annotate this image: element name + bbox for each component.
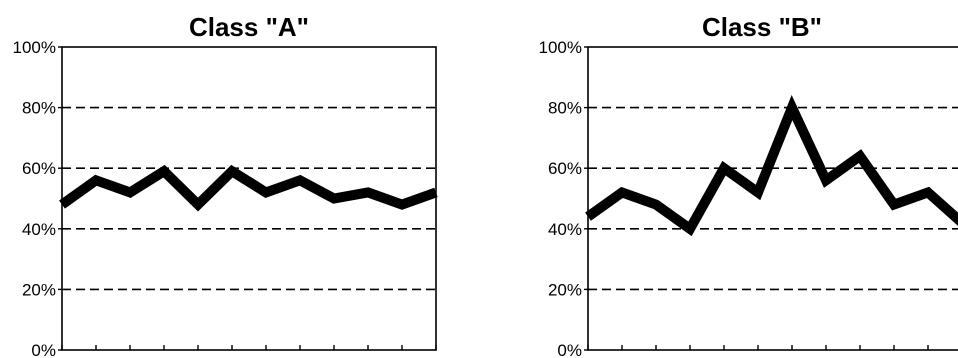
data-point (621, 191, 623, 193)
y-tick-label: 80% (22, 99, 56, 118)
y-tick-label: 60% (22, 159, 56, 178)
y-tick-label: 0% (557, 341, 582, 358)
data-point (231, 170, 233, 172)
data-point (723, 167, 725, 169)
data-point (163, 170, 165, 172)
data-point (859, 155, 861, 157)
chart-title: Class "A" (189, 12, 309, 42)
y-tick-label: 40% (548, 220, 582, 239)
y-tick-label: 20% (22, 280, 56, 299)
data-point (197, 204, 199, 206)
data-point (927, 191, 929, 193)
data-point (367, 191, 369, 193)
y-tick-label: 40% (22, 220, 56, 239)
data-point (587, 216, 589, 218)
data-point (757, 191, 759, 193)
y-tick-label: 20% (548, 280, 582, 299)
data-point (791, 107, 793, 109)
data-point (825, 179, 827, 181)
data-point (61, 204, 63, 206)
data-point (333, 198, 335, 199)
data-point (299, 179, 301, 181)
y-tick-label: 0% (31, 341, 56, 358)
data-point (401, 204, 403, 206)
chart-class-b: Class "B" 0% 20% 40% 60% 80% 100% (539, 12, 958, 358)
chart-title: Class "B" (702, 12, 822, 42)
y-tick-label: 100% (539, 38, 582, 57)
y-tick-label: 80% (548, 99, 582, 118)
data-point (129, 191, 131, 193)
series-line (59, 164, 438, 212)
chart-class-a: Class "A" 0% 20% 40% 60% 80% 100% (13, 12, 438, 358)
data-point (655, 204, 657, 206)
y-tick-label: 100% (13, 38, 56, 57)
data-point (435, 191, 437, 193)
series-line (585, 95, 958, 237)
data-point (95, 179, 97, 181)
plot-frame (587, 46, 958, 351)
data-point (265, 191, 267, 193)
data-point (689, 228, 691, 230)
data-point (893, 204, 895, 206)
y-tick-label: 60% (548, 159, 582, 178)
